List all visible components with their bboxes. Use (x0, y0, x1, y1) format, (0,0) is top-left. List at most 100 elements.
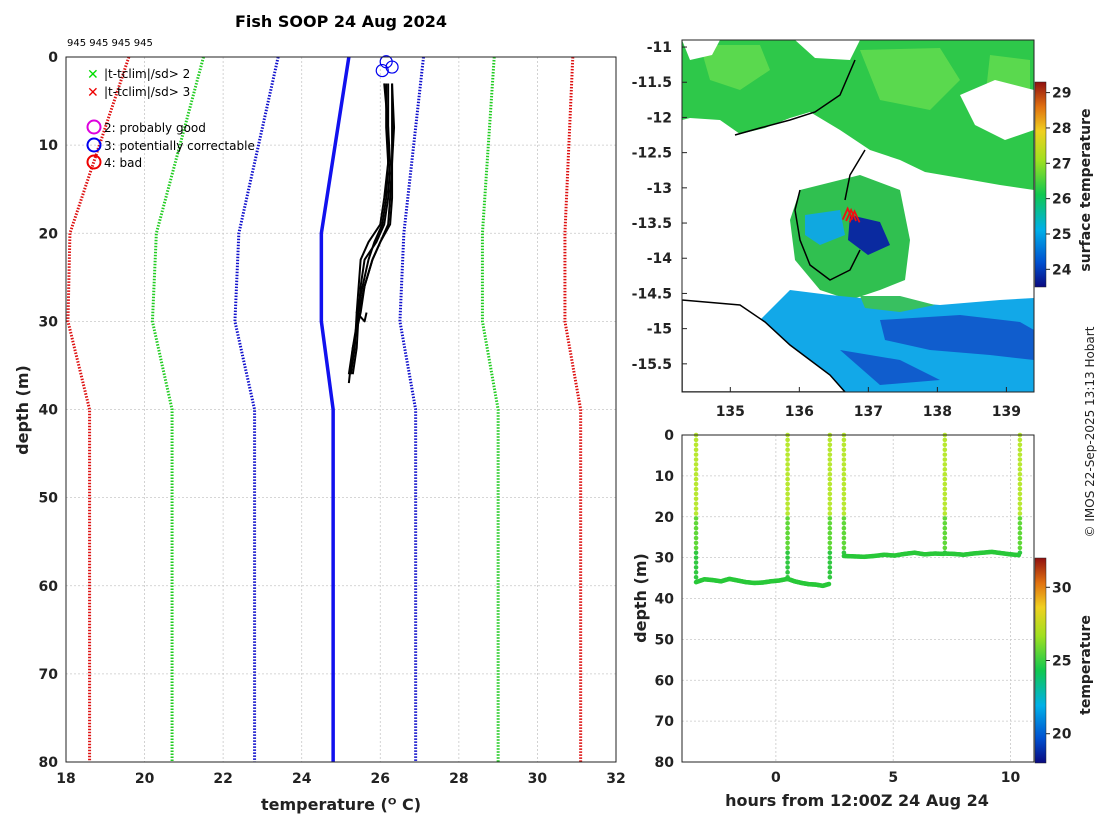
time-depth-profile-point (785, 462, 790, 467)
legend-label-x3: |t-tclim|/sd> 3 (104, 85, 190, 99)
legend-marker-potentially-correctable (86, 137, 102, 153)
time-depth-profile-point (693, 437, 699, 443)
time-depth-x-label: hours from 12:00Z 24 Aug 24 (725, 791, 989, 810)
time-depth-profile-point (785, 506, 790, 511)
map-y-tick-label: -13.5 (632, 216, 672, 232)
time-depth-profile-point (693, 545, 699, 551)
time-depth-profile-point (942, 452, 948, 457)
time-depth-profile-point (827, 501, 833, 506)
profile-x-tick-label: 30 (528, 771, 548, 787)
map-colorbar-tick-label: 28 (1052, 121, 1071, 137)
map-y-tick-label: -12 (647, 110, 672, 126)
time-depth-y-tick-label: 10 (655, 469, 675, 485)
profile-y-tick-label: 20 (39, 226, 59, 242)
time-depth-profile-point (827, 530, 833, 536)
time-depth-profile-point (1017, 525, 1023, 531)
time-depth-profile-point (693, 565, 699, 570)
map-track-marker (845, 207, 857, 222)
time-depth-profile-point (942, 481, 948, 487)
map-y-tick-label: -13 (647, 181, 672, 197)
time-depth-profile-point (1017, 452, 1023, 457)
time-depth-profile-point (841, 462, 847, 467)
legend-marker-bad (86, 154, 102, 170)
time-depth-profile-point (1017, 486, 1023, 492)
time-depth-profile-point (1017, 442, 1023, 448)
time-depth-profile-point (1017, 491, 1023, 497)
time-depth-profile-point (841, 481, 847, 487)
time-depth-profile-point (942, 511, 948, 516)
time-depth-profile-point (827, 535, 833, 541)
time-depth-profile-point (785, 452, 790, 457)
time-depth-profile-point (1017, 467, 1023, 472)
time-depth-profile-point (841, 506, 847, 511)
time-depth-profile-point (693, 462, 699, 467)
time-depth-profile-point (841, 476, 847, 482)
map-colorbar-tick-label: 27 (1052, 156, 1071, 172)
time-depth-profile-point (785, 516, 790, 521)
profile-series-cast_5 (347, 83, 396, 384)
time-depth-profile-point (693, 501, 699, 506)
legend-marker-x3: ✕ (87, 85, 99, 101)
profile-y-tick-label: 50 (39, 491, 59, 507)
time-depth-y-tick-label: 20 (655, 510, 675, 526)
map-x-tick-label: 135 (716, 404, 745, 420)
profile-series-clim_minus_3sd (66, 57, 131, 762)
time-depth-y-tick-label: 40 (655, 592, 675, 608)
profile-series-clim_plus_1sd (398, 57, 425, 762)
time-depth-profile-point (693, 530, 699, 536)
time-depth-profile-point (785, 486, 790, 492)
map-y-tick-label: -12.5 (632, 146, 672, 162)
time-depth-profile-point (1017, 496, 1023, 502)
time-depth-y-tick-label: 0 (664, 428, 674, 444)
map-colorbar (1034, 81, 1047, 288)
time-depth-y-tick-label: 80 (655, 755, 675, 771)
time-depth-profile-point (693, 511, 699, 516)
time-depth-profile-point (693, 560, 699, 565)
profile-x-tick-label: 24 (292, 771, 312, 787)
time-depth-profile-point (942, 486, 948, 492)
time-depth-profile-point (1017, 447, 1023, 453)
legend-label-bad: 4: bad (104, 156, 142, 170)
time-depth-profile-point (827, 496, 833, 502)
time-depth-profile-point (1017, 506, 1023, 511)
time-depth-profile-point (942, 530, 948, 536)
time-depth-profile-point (785, 457, 790, 462)
time-depth-profile-point (1017, 540, 1023, 546)
profile-flag-circle (375, 63, 389, 78)
time-depth-profile-point (827, 486, 833, 492)
time-depth-profile-point (827, 520, 833, 526)
time-depth-profile-point (841, 525, 847, 531)
time-depth-profile-point (841, 491, 847, 497)
credit-text: © IMOS 22-Sep-2025 13:13 Hobart (1083, 326, 1097, 537)
time-depth-profile-point (841, 501, 847, 506)
time-depth-profile-point (827, 545, 833, 551)
time-depth-colorbar-tick-label: 30 (1052, 580, 1072, 596)
time-depth-profile-point (785, 501, 790, 506)
profile-x-tick-label: 20 (135, 771, 155, 787)
time-depth-profile-point (827, 452, 833, 457)
time-depth-y-tick-label: 70 (655, 714, 675, 730)
map-y-tick-label: -14 (647, 251, 673, 267)
time-depth-profile-point (693, 476, 699, 482)
profile-y-tick-label: 60 (39, 579, 59, 595)
time-depth-profile-point (841, 486, 847, 492)
time-depth-profile-point (827, 467, 833, 472)
time-depth-profile-point (827, 516, 833, 521)
profile-y-label: depth (m) (13, 365, 32, 455)
profile-y-tick-label: 80 (39, 755, 59, 771)
time-depth-profile-point (942, 545, 948, 551)
map-frame (681, 39, 1035, 393)
profile-y-tick-label: 30 (39, 314, 59, 330)
time-depth-y-label: depth (m) (631, 553, 650, 643)
time-depth-colorbar-label: temperature (1078, 615, 1094, 715)
profile-series-climatology_mean (319, 57, 351, 762)
time-depth-profile-point (942, 535, 948, 541)
time-depth-profile-point (1017, 516, 1023, 521)
time-depth-profile-point (785, 471, 790, 477)
time-depth-profile-point (942, 520, 948, 526)
profile-legend: ✕ |t-tclim|/sd> 2 ✕ |t-tclim|/sd> 3 2: p… (86, 67, 255, 170)
time-depth-profile-point (693, 486, 699, 492)
time-depth-profile-point (693, 555, 699, 560)
profile-x-tick-label: 18 (56, 771, 75, 787)
profile-series-cast_4 (355, 83, 390, 323)
